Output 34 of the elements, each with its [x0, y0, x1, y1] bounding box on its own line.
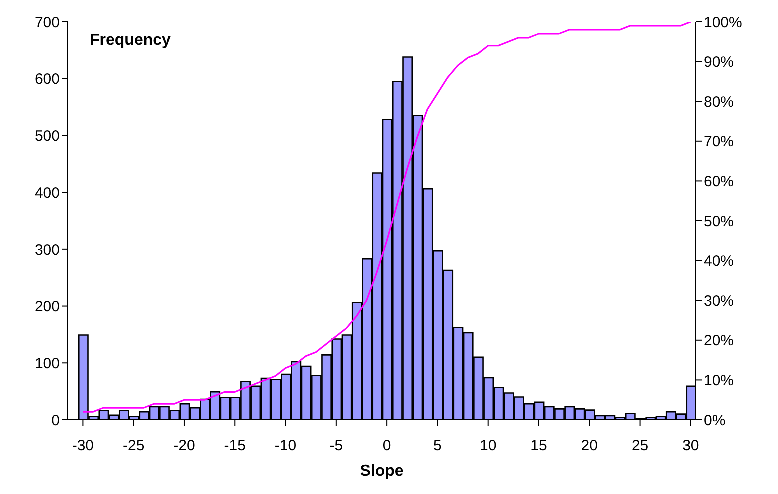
y-tick-label: 300: [34, 242, 60, 259]
x-tick-label: -10: [274, 438, 297, 455]
x-tick-label: -5: [330, 438, 344, 455]
x-tick-label: 20: [581, 438, 598, 455]
y-tick-label: 0: [52, 412, 60, 430]
x-tick-label: 30: [682, 438, 700, 455]
y-tick-label: 600: [34, 71, 60, 88]
y-tick-label: 500: [34, 128, 60, 146]
y2-tick-label: 100%: [704, 14, 742, 32]
x-tick-label: 5: [434, 438, 442, 455]
y-tick-label: 100: [34, 355, 60, 372]
x-tick-label: -20: [174, 438, 196, 455]
y2-tick-label: 60%: [704, 174, 734, 191]
y2-tick-label: 0%: [704, 412, 726, 430]
x-tick-label: 10: [480, 438, 497, 455]
text: Frequency: [90, 32, 171, 50]
y2-tick-label: 40%: [704, 253, 734, 270]
y2-tick-label: 80%: [704, 94, 734, 111]
y2-tick-label: 90%: [704, 54, 734, 72]
y-tick-label: 400: [34, 184, 60, 202]
x-tick-label: -25: [122, 438, 145, 455]
x-tick-label: 15: [530, 438, 548, 455]
y2-tick-label: 20%: [704, 332, 734, 350]
y2-tick-label: 10%: [704, 372, 734, 390]
x-tick-label: -15: [224, 438, 246, 455]
x-axis-title: Slope: [360, 463, 404, 480]
x-tick-label: 25: [632, 438, 649, 455]
y2-tick-label: 50%: [704, 213, 734, 230]
y-tick-label: 700: [34, 14, 60, 32]
y2-tick-label: 30%: [704, 292, 734, 310]
x-tick-label: -30: [72, 438, 94, 455]
y2-tick-label: 70%: [704, 134, 734, 151]
y-tick-label: 200: [34, 298, 60, 316]
x-tick-label: 0: [382, 438, 392, 455]
